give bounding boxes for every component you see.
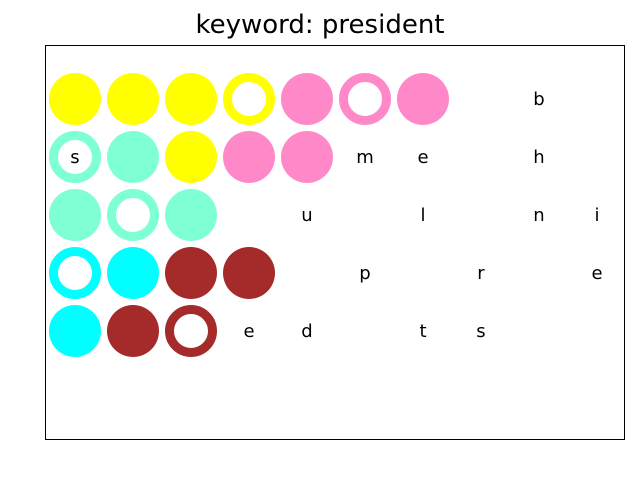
letter-cell[interactable]: i [570,188,624,242]
board-cell[interactable] [280,72,334,126]
board-cell[interactable] [106,246,160,300]
board-cell[interactable] [106,72,160,126]
board-cell[interactable] [222,72,276,126]
letter-cell[interactable]: p [338,246,392,300]
board-cell[interactable] [280,130,334,184]
ring-circle-aquamarine [107,189,159,241]
board-cell[interactable] [106,304,160,358]
board-cell[interactable] [48,304,102,358]
board-cell[interactable] [48,246,102,300]
letter-cell[interactable]: d [280,304,334,358]
filled-circle-yellow [49,73,101,125]
letter-cell[interactable]: e [570,246,624,300]
board-cell[interactable] [164,188,218,242]
filled-circle-yellow [165,131,217,183]
board-cell[interactable] [164,304,218,358]
board-letter: b [533,88,545,110]
game-board: bosmehulnipreedts [45,45,625,440]
board-cell[interactable] [338,72,392,126]
filled-circle-aquamarine [49,189,101,241]
board-letter: t [419,320,427,342]
board-letter: s [70,146,80,168]
board-letter: n [533,204,545,226]
letter-cell[interactable]: n [512,188,566,242]
letter-cell[interactable]: r [454,246,508,300]
board-cell[interactable] [164,72,218,126]
filled-circle-pink [281,73,333,125]
letter-cell[interactable]: b [512,72,566,126]
board-letter: e [591,262,603,284]
board-cell[interactable] [48,72,102,126]
board-letter: s [476,320,486,342]
board-cell[interactable] [164,130,218,184]
ring-circle-yellow [223,73,275,125]
board-cell[interactable] [222,246,276,300]
filled-circle-brown [165,247,217,299]
board-letter: i [594,204,600,226]
board-cell[interactable] [222,130,276,184]
board-cell[interactable]: s [48,130,102,184]
board-letter: p [359,262,371,284]
board-letter: u [301,204,313,226]
ring-circle-pink [339,73,391,125]
filled-circle-brown [223,247,275,299]
board-cell[interactable] [164,246,218,300]
board-letter: h [533,146,545,168]
puzzle-title: keyword: president [195,10,445,40]
filled-circle-pink [397,73,449,125]
board-letter: d [301,320,313,342]
filled-circle-yellow [165,73,217,125]
letter-cell[interactable]: s [454,304,508,358]
letter-cell[interactable]: e [396,130,450,184]
letter-cell[interactable]: l [396,188,450,242]
filled-circle-aquamarine [107,131,159,183]
letter-cell[interactable]: t [396,304,450,358]
filled-circle-cyan [49,305,101,357]
filled-circle-yellow [107,73,159,125]
ring-circle-cyan [49,247,101,299]
filled-circle-aquamarine [165,189,217,241]
letter-cell[interactable]: u [280,188,334,242]
letter-cell[interactable]: h [512,130,566,184]
board-cell[interactable] [396,72,450,126]
board-letter: r [477,262,485,284]
filled-circle-cyan [107,247,159,299]
filled-circle-pink [223,131,275,183]
letter-cell[interactable]: o [628,72,640,126]
board-cell[interactable] [106,130,160,184]
filled-circle-pink [281,131,333,183]
board-cell[interactable] [106,188,160,242]
board-letter: e [417,146,429,168]
board-letter: m [356,146,374,168]
ring-circle-aquamarine [49,131,101,183]
board-letter: e [243,320,255,342]
letter-cell[interactable]: e [222,304,276,358]
filled-circle-brown [107,305,159,357]
letter-cell[interactable]: m [338,130,392,184]
board-letter: l [420,204,426,226]
ring-circle-brown [165,305,217,357]
board-cell[interactable] [48,188,102,242]
